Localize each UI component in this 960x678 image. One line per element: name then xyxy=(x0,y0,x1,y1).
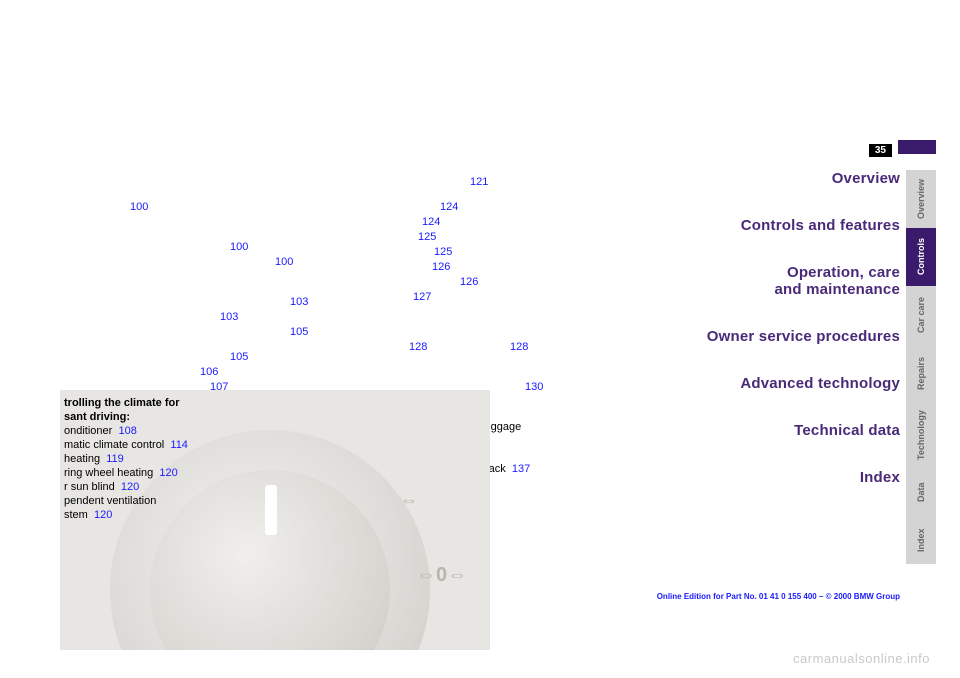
page-number-stripe xyxy=(898,140,936,154)
colB-line-5: 125 xyxy=(434,245,452,259)
section-controls[interactable]: Controls and features xyxy=(640,217,900,234)
section-technical[interactable]: Technical data xyxy=(640,422,900,439)
ref-link[interactable]: 103 xyxy=(290,296,308,308)
section-headings: Overview Controls and features Operation… xyxy=(640,170,900,516)
copyright-line: Online Edition for Part No. 01 41 0 155 … xyxy=(657,592,900,601)
colA-line-3: 100 xyxy=(275,255,293,269)
tab-technology[interactable]: Technology xyxy=(906,402,936,468)
ref-link[interactable]: 114 xyxy=(170,439,188,451)
colA-line-6: 105 xyxy=(290,325,308,339)
defrost-zero-icon: ⇔0⇔ xyxy=(416,564,467,587)
ref-link[interactable]: 100 xyxy=(130,201,148,213)
block-heading: sant driving: xyxy=(64,410,272,424)
colA-line-1: 100 xyxy=(130,200,148,214)
ref-link[interactable]: 128 xyxy=(409,341,427,353)
ref-link[interactable]: 126 xyxy=(432,261,450,273)
ref-link[interactable]: 103 xyxy=(220,311,238,323)
colA-line-5: 103 xyxy=(220,310,238,324)
ref-link[interactable]: 127 xyxy=(413,291,431,303)
ref-link[interactable]: 119 xyxy=(106,453,124,465)
section-overview[interactable]: Overview xyxy=(640,170,900,187)
watermark: carmanualsonline.info xyxy=(793,651,930,666)
page-number-bar: 35 xyxy=(869,140,936,154)
ref-link[interactable]: 120 xyxy=(121,481,139,493)
colB-line-7: 126 xyxy=(460,275,478,289)
colA-line-4: 103 xyxy=(290,295,308,309)
tab-carcare[interactable]: Car care xyxy=(906,286,936,344)
ref-link[interactable]: 125 xyxy=(418,231,436,243)
ref-link[interactable]: 105 xyxy=(230,351,248,363)
ref-link[interactable]: 128 xyxy=(510,341,528,353)
section-advanced[interactable]: Advanced technology xyxy=(640,375,900,392)
ref-link[interactable]: 124 xyxy=(440,201,458,213)
list-item: onditioner 108 xyxy=(64,424,272,438)
colB-line-8: 127 xyxy=(413,290,431,304)
block-heading: trolling the climate for xyxy=(64,396,272,410)
colA-line-8: 106 xyxy=(200,365,218,379)
ref-link[interactable]: 106 xyxy=(200,366,218,378)
ref-link[interactable]: 124 xyxy=(422,216,440,228)
section-owner[interactable]: Owner service procedures xyxy=(640,328,900,345)
colB-line-1: 121 xyxy=(470,175,488,189)
list-item: pendent ventilation xyxy=(64,494,272,508)
colB-line-3: 124 xyxy=(422,215,440,229)
colB-line-10: 128 xyxy=(510,340,528,354)
ref-link[interactable]: 100 xyxy=(230,241,248,253)
defrost-icon: ⇔ xyxy=(400,490,418,511)
ref-link[interactable]: 137 xyxy=(512,463,530,475)
tab-repairs[interactable]: Repairs xyxy=(906,344,936,402)
list-item: stem 120 xyxy=(64,508,272,522)
colB-line-2: 124 xyxy=(440,200,458,214)
ref-link[interactable]: 121 xyxy=(470,176,488,188)
colA-line-2: 100 xyxy=(230,240,248,254)
colB-line-9: 128 xyxy=(409,340,427,354)
list-item: heating 119 xyxy=(64,452,272,466)
page-root: 35 100 100 100 103 103 105 105 106 107 1… xyxy=(0,0,960,678)
colB-line-4: 125 xyxy=(418,230,436,244)
list-item: matic climate control 114 xyxy=(64,438,272,452)
list-item: ring wheel heating 120 xyxy=(64,466,272,480)
section-index[interactable]: Index xyxy=(640,469,900,486)
climate-block: trolling the climate for sant driving: o… xyxy=(60,390,280,528)
page-number: 35 xyxy=(869,144,892,157)
ref-link[interactable]: 108 xyxy=(118,425,136,437)
tab-controls[interactable]: Controls xyxy=(906,228,936,286)
tab-data[interactable]: Data xyxy=(906,468,936,516)
knob-overlay-image: ⇔ ⇔0⇔ trolling the climate for sant driv… xyxy=(60,390,490,650)
ref-link[interactable]: 105 xyxy=(290,326,308,338)
ref-link[interactable]: 100 xyxy=(275,256,293,268)
side-tabs: Overview Controls Car care Repairs Techn… xyxy=(906,170,936,564)
colA-line-7: 105 xyxy=(230,350,248,364)
ref-link[interactable]: 126 xyxy=(460,276,478,288)
tab-index[interactable]: Index xyxy=(906,516,936,564)
ref-link[interactable]: 120 xyxy=(94,509,112,521)
list-item: r sun blind 120 xyxy=(64,480,272,494)
ref-link[interactable]: 120 xyxy=(159,467,177,479)
tab-overview[interactable]: Overview xyxy=(906,170,936,228)
ref-link[interactable]: 125 xyxy=(434,246,452,258)
section-operation[interactable]: Operation, care and maintenance xyxy=(640,264,900,298)
colB-line-6: 126 xyxy=(432,260,450,274)
